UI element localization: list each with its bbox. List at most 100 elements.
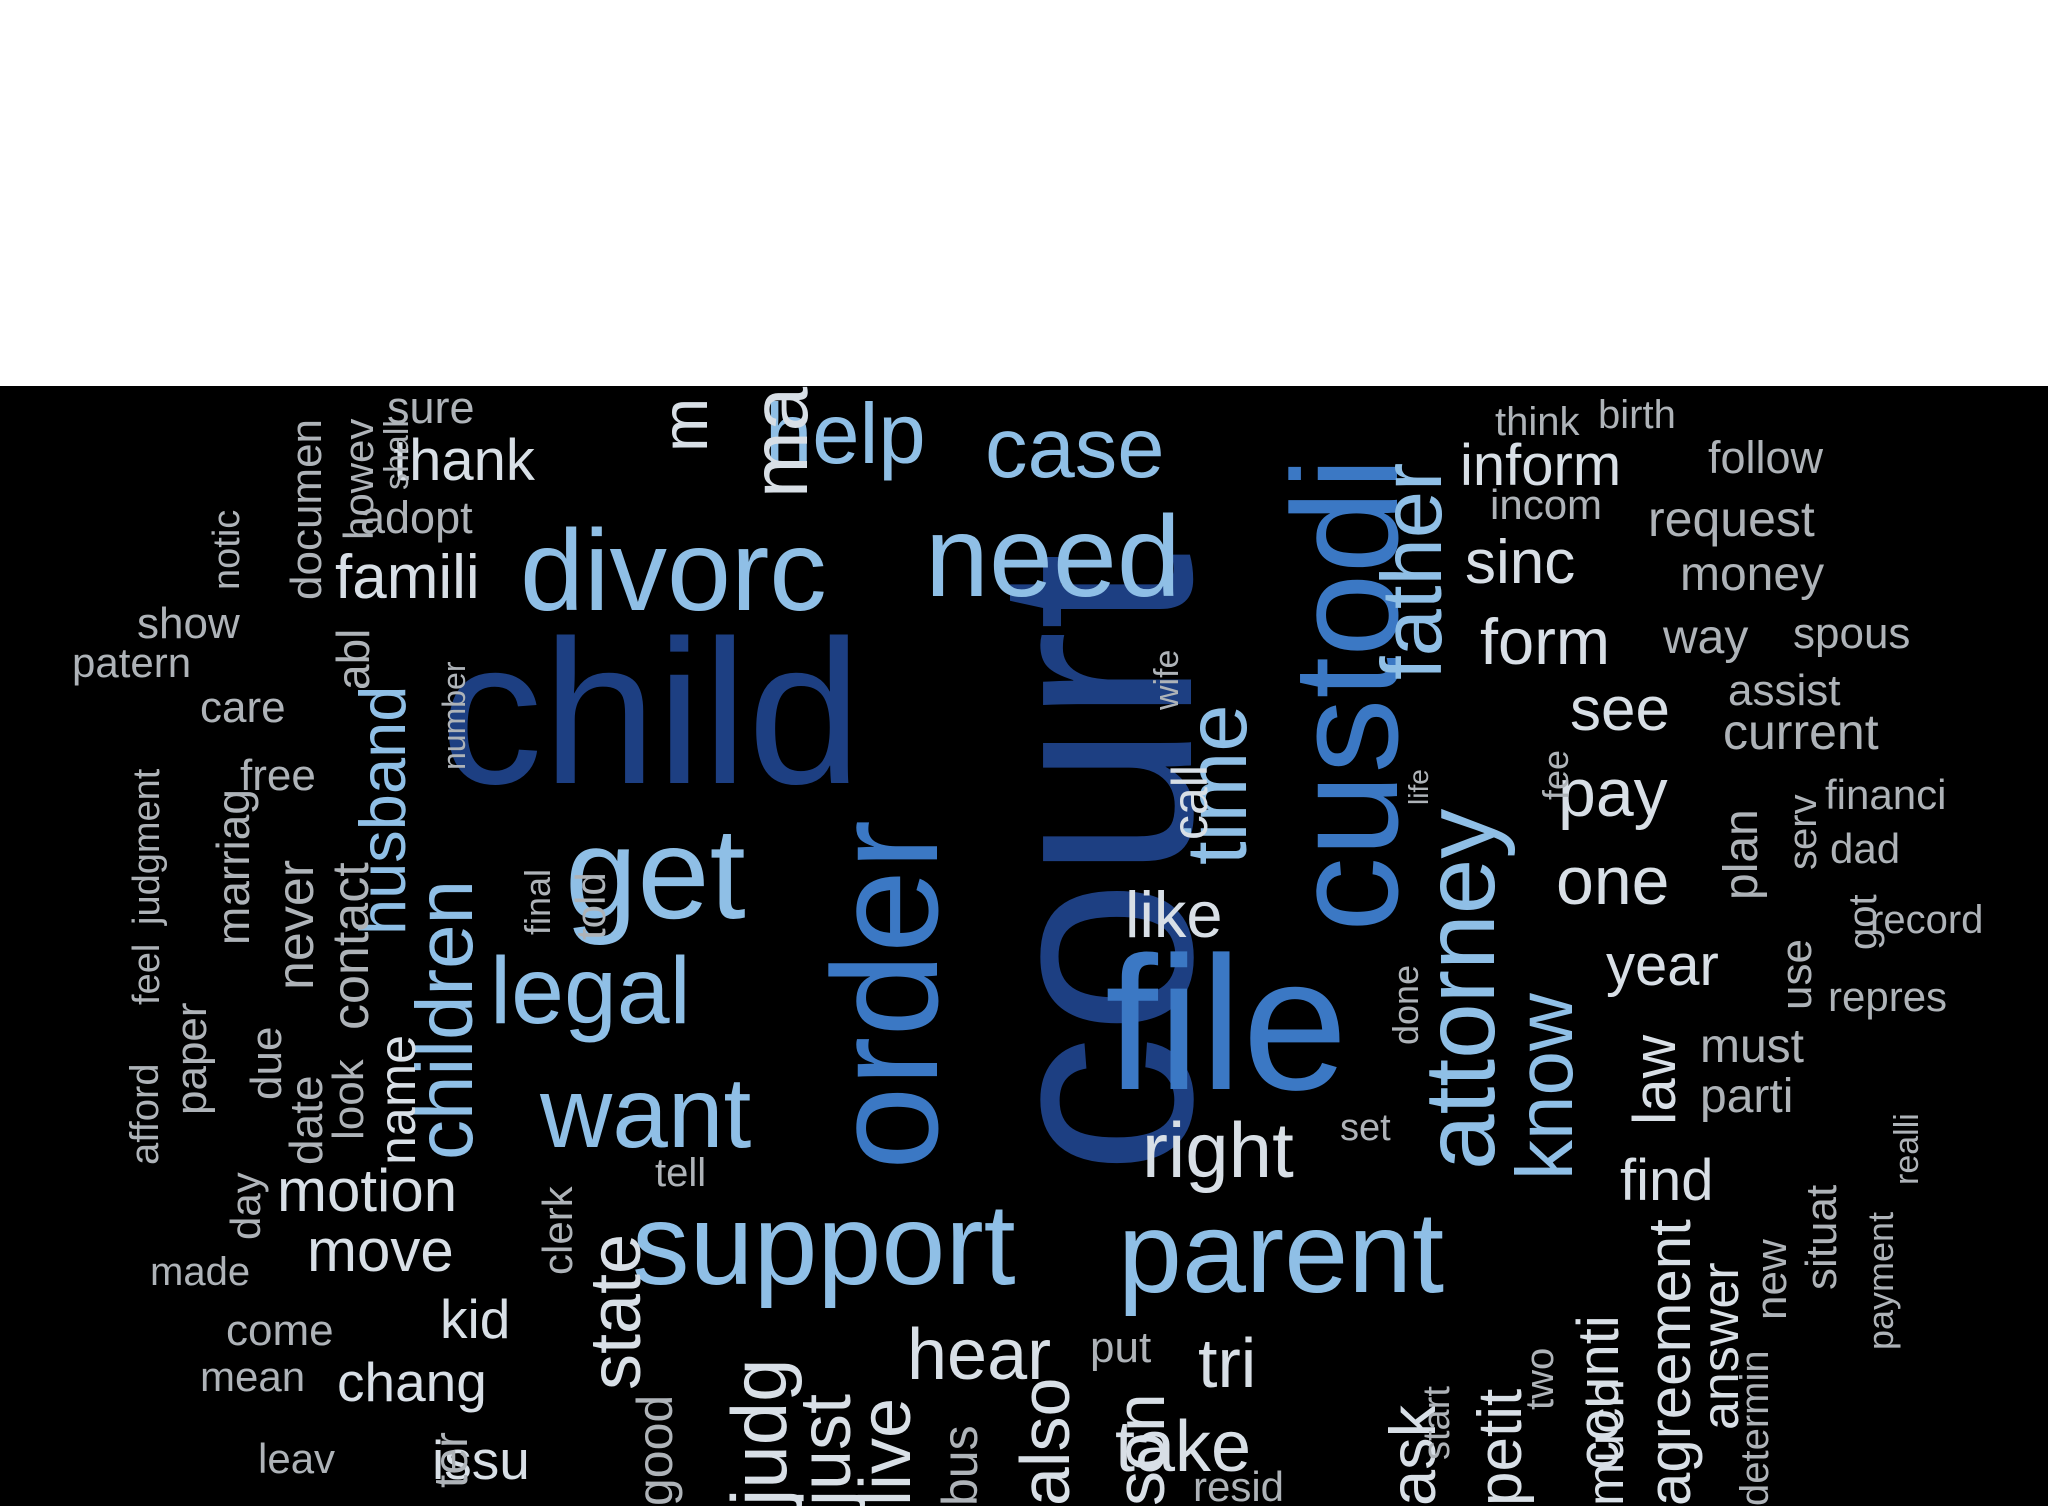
cloud-word-legal: legal — [490, 938, 691, 1045]
cloud-word-made: made — [150, 1250, 251, 1295]
cloud-word-never: never — [267, 859, 325, 990]
cloud-word-got: got — [1841, 894, 1885, 950]
cloud-word-pay: pay — [1558, 755, 1668, 832]
cloud-word-issu: issu — [432, 1428, 530, 1491]
cloud-word-follow: follow — [1708, 432, 1824, 484]
cloud-word-parent: parent — [1118, 1188, 1445, 1317]
cloud-word-repres: repres — [1828, 972, 1948, 1020]
cloud-word-state: state — [576, 1233, 656, 1390]
cloud-word-day: day — [222, 1172, 269, 1240]
cloud-word-done: done — [1385, 964, 1426, 1045]
cloud-word-like: like — [1125, 877, 1223, 951]
cloud-word-way: way — [1663, 610, 1749, 664]
word-cloud-panel: court child custodi file order divorc need get s… — [0, 386, 2048, 1506]
cloud-word-money: money — [1680, 547, 1825, 601]
cloud-word-find: find — [1620, 1148, 1714, 1214]
cloud-word-resid: resid — [1193, 1462, 1285, 1506]
cloud-word-financi: financi — [1825, 770, 1947, 818]
cloud-word-famili: famili — [335, 543, 480, 613]
cloud-word-think: think — [1495, 400, 1580, 445]
cloud-word-one: one — [1556, 843, 1670, 920]
cloud-word-due: due — [242, 1026, 291, 1100]
cloud-word-ma: ma — [735, 386, 824, 498]
cloud-word-much: much — [1577, 1378, 1635, 1506]
cloud-word-payment: payment — [1860, 1211, 1901, 1350]
cloud-word-wife: wife — [1148, 649, 1186, 710]
cloud-word-abl: abl — [327, 628, 379, 690]
cloud-word-serv: serv — [1781, 794, 1825, 870]
cloud-word-m: m — [648, 397, 721, 452]
cloud-word-marriag: marriag — [207, 789, 259, 945]
cloud-word-fee: fee — [1535, 749, 1576, 800]
cloud-word-patern: patern — [72, 638, 192, 686]
cloud-word-assist: assist — [1728, 665, 1841, 715]
cloud-word-situat: situat — [1797, 1184, 1846, 1290]
cloud-word-hear: hear — [907, 1314, 1052, 1395]
cloud-word-realli: realli — [1888, 1113, 1926, 1185]
cloud-word-law: law — [1621, 1034, 1688, 1125]
cloud-word-must: must — [1700, 1019, 1805, 1073]
cloud-word-year: year — [1606, 933, 1719, 999]
cloud-word-determin: determin — [1733, 1350, 1777, 1506]
cloud-word-child: child — [440, 597, 862, 827]
cloud-word-shall: shall — [378, 420, 416, 490]
cloud-word-final: final — [517, 868, 558, 935]
cloud-word-bus: bus — [932, 1425, 988, 1506]
cloud-word-howev: howev — [335, 418, 382, 540]
cloud-word-look: look — [324, 1059, 373, 1140]
cloud-word-use: use — [1772, 939, 1821, 1010]
cloud-word-case: case — [985, 401, 1165, 497]
cloud-word-put: put — [1090, 1322, 1152, 1372]
cloud-word-judgment: judgment — [126, 768, 168, 925]
cloud-word-afford: afford — [123, 1063, 167, 1165]
cloud-word-see: see — [1570, 675, 1670, 745]
cloud-word-chang: chang — [337, 1350, 487, 1413]
cloud-word-told: told — [567, 872, 614, 940]
cloud-word-get: get — [565, 800, 746, 947]
cloud-word-care: care — [200, 682, 286, 732]
cloud-word-contact: contact — [322, 862, 380, 1030]
cloud-word-sure: sure — [387, 386, 475, 434]
cloud-word-file: file — [1105, 918, 1348, 1131]
cloud-word-clerk: clerk — [534, 1186, 581, 1275]
cloud-word-incom: incom — [1490, 480, 1603, 528]
cloud-word-notic: notic — [206, 509, 248, 590]
cloud-word-divorc: divorc — [520, 506, 827, 635]
cloud-word-plan: plan — [1715, 809, 1768, 900]
cloud-word-move: move — [307, 1216, 454, 1284]
cloud-word-set: set — [1340, 1106, 1391, 1149]
cloud-word-free: free — [240, 750, 316, 800]
cloud-word-good: good — [627, 1394, 683, 1506]
cloud-word-also: also — [1006, 1377, 1084, 1506]
cloud-word-feel: feel — [126, 943, 168, 1005]
cloud-word-mean: mean — [200, 1352, 306, 1400]
cloud-word-ter: ter — [425, 1431, 478, 1488]
cloud-word-number: number — [436, 661, 472, 771]
cloud-word-record: record — [1870, 898, 1984, 943]
cloud-word-support: support — [632, 1180, 1016, 1309]
cloud-word-show: show — [137, 598, 240, 648]
cloud-word-new: new — [1747, 1239, 1796, 1320]
cloud-word-two: two — [1518, 1347, 1562, 1410]
cloud-word-need: need — [925, 492, 1181, 621]
cloud-word-inform: inform — [1460, 433, 1622, 499]
cloud-word-come: come — [226, 1305, 334, 1355]
cloud-word-start: start — [1416, 1386, 1458, 1460]
cloud-word-request: request — [1648, 491, 1815, 547]
cloud-word-parti: parti — [1700, 1069, 1794, 1123]
cloud-word-life: life — [1403, 769, 1434, 805]
cloud-word-agreement: agreement — [1636, 1219, 1703, 1506]
cloud-word-adopt: adopt — [360, 492, 473, 544]
cloud-word-sinc: sinc — [1465, 528, 1576, 598]
cloud-word-dad: dad — [1830, 824, 1901, 872]
cloud-word-want: want — [540, 1057, 752, 1169]
cloud-word-motion: motion — [277, 1156, 458, 1224]
cloud-word-son: son — [1101, 1393, 1179, 1506]
cloud-word-paper: paper — [167, 1002, 216, 1115]
cloud-word-right: right — [1142, 1106, 1294, 1195]
cloud-word-order: order — [801, 819, 969, 1170]
cloud-word-father: father — [1365, 462, 1460, 680]
cloud-word-call: call — [1162, 764, 1218, 840]
cloud-word-take: take — [1115, 1406, 1252, 1487]
